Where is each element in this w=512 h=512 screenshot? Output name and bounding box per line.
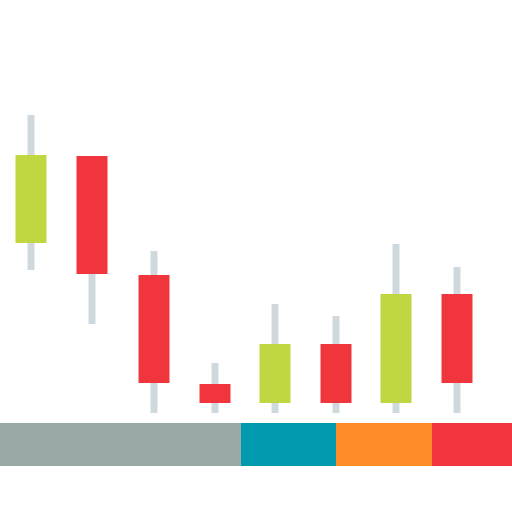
- candle: [76, 156, 108, 324]
- band-segment: [432, 423, 512, 466]
- candle: [259, 304, 291, 413]
- candle: [320, 316, 352, 413]
- candle-body-down: [199, 384, 231, 403]
- candle: [380, 244, 412, 413]
- color-band: [0, 423, 512, 466]
- candle: [441, 267, 473, 413]
- band-segment: [241, 423, 336, 466]
- candle-body-down: [76, 156, 108, 274]
- band-segment: [0, 423, 241, 466]
- candle: [138, 251, 170, 413]
- candle-body-down: [320, 344, 352, 403]
- candle-body-up: [259, 344, 291, 403]
- candle: [15, 115, 47, 270]
- candle-body-up: [380, 294, 412, 403]
- band-segment: [336, 423, 432, 466]
- candle-body-down: [138, 275, 170, 383]
- candle-body-down: [441, 294, 473, 383]
- candle: [199, 363, 231, 413]
- candle-body-up: [15, 155, 47, 243]
